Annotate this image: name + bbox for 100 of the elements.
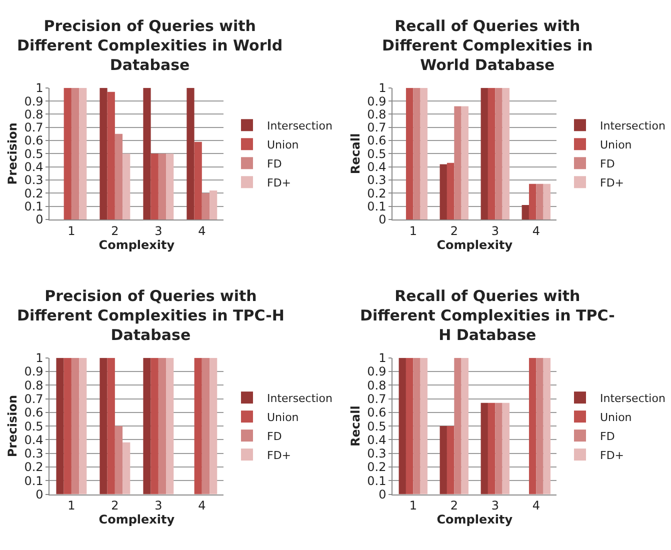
bar (536, 358, 544, 494)
legend-label: FD+ (266, 448, 292, 462)
bar (202, 193, 210, 220)
bar (502, 88, 510, 220)
bar (107, 358, 115, 494)
y-tick-label: 0.9 (367, 364, 386, 379)
bar (158, 154, 166, 220)
bar (461, 358, 469, 494)
y-axis-title: Recall (348, 133, 362, 174)
bar (528, 358, 536, 494)
legend-label: Union (600, 410, 632, 424)
bar (420, 358, 428, 494)
y-axis-title: Precision (6, 394, 20, 458)
bar (413, 88, 420, 220)
x-tick-label: 1 (409, 224, 417, 238)
bar (440, 164, 447, 220)
y-tick-label: 0.4 (24, 432, 44, 447)
bar (150, 154, 158, 220)
bar (143, 358, 151, 494)
y-tick-label: 1 (378, 81, 386, 96)
bar (143, 88, 151, 220)
bar (114, 426, 123, 494)
legend-label: Union (266, 138, 299, 152)
legend-label: FD+ (266, 176, 292, 190)
y-tick-label: 0.9 (367, 94, 386, 108)
y-tick-label: 0.6 (24, 134, 44, 148)
y-tick-label: 0 (378, 212, 386, 227)
y-tick-label: 0.7 (24, 120, 44, 135)
bar (495, 402, 502, 494)
y-tick-label: 0.7 (24, 392, 44, 406)
y-tick-label: 0.7 (367, 392, 386, 406)
chart-title: Precision of Queries with Different Complexities in TPC-H Database (17, 287, 284, 344)
y-tick-label: 0.3 (367, 173, 386, 188)
bar (79, 88, 87, 220)
y-tick-label: 0.3 (24, 173, 44, 188)
y-tick-label: 0.8 (367, 107, 386, 122)
y-tick-label: 1 (378, 351, 386, 366)
x-tick-label: 4 (198, 224, 206, 238)
x-tick-label: 1 (409, 498, 417, 513)
x-tick-label: 3 (154, 224, 162, 238)
bar (71, 358, 80, 494)
y-axis-title: Precision (6, 122, 20, 185)
y-tick-label: 0 (36, 212, 44, 227)
bar (536, 184, 544, 220)
legend-label: FD (600, 157, 615, 170)
y-tick-label: 0.4 (367, 432, 386, 447)
y-tick-label: 0.2 (24, 186, 44, 200)
bar (64, 358, 72, 494)
bar (406, 358, 414, 494)
bar (502, 402, 510, 494)
bar (194, 142, 202, 220)
x-tick-label: 4 (532, 224, 540, 238)
y-tick-label: 0.4 (367, 160, 386, 174)
bar (398, 358, 406, 494)
bar (480, 88, 488, 220)
x-axis-title: Complexity (436, 238, 513, 252)
y-tick-label: 0 (378, 487, 386, 502)
bar (495, 88, 502, 220)
y-tick-label: 1 (36, 81, 44, 96)
bar (454, 358, 462, 494)
bar (158, 358, 166, 494)
bar (64, 88, 72, 220)
bar (194, 358, 202, 494)
y-tick-label: 0.7 (367, 120, 386, 135)
legend-label: Intersection (600, 392, 666, 405)
legend-label: Intersection (600, 119, 666, 132)
bar (122, 154, 130, 220)
x-tick-label: 2 (450, 498, 458, 513)
x-tick-label: 2 (111, 224, 119, 238)
y-tick-label: 0.8 (24, 378, 44, 392)
bar (454, 106, 462, 220)
bar (202, 358, 210, 494)
y-tick-label: 0.2 (24, 460, 44, 474)
bar (71, 88, 80, 220)
bar (186, 88, 194, 220)
y-tick-label: 0.8 (367, 378, 386, 392)
y-tick-label: 0.1 (24, 199, 44, 214)
y-tick-label: 0.1 (24, 474, 44, 488)
y-tick-label: 0.6 (24, 406, 44, 420)
bar (122, 442, 130, 494)
y-tick-label: 0.5 (367, 146, 386, 161)
x-axis-title: Complexity (436, 512, 513, 527)
bar (543, 184, 551, 220)
bar (528, 184, 536, 220)
x-tick-label: 2 (450, 224, 458, 238)
legend-label: Intersection (266, 119, 332, 132)
legend-label: FD+ (600, 448, 624, 462)
y-tick-label: 0.6 (367, 134, 386, 148)
bar (488, 402, 496, 494)
x-axis-title: Complexity (98, 238, 175, 252)
chart-title: Precision of Queries with Different Complexities in World Database (17, 17, 283, 74)
x-tick-label: 2 (111, 498, 119, 513)
x-tick-label: 4 (532, 498, 540, 513)
y-tick-label: 0.8 (24, 107, 44, 122)
y-tick-label: 1 (36, 351, 44, 366)
x-tick-label: 4 (198, 498, 206, 513)
x-tick-label: 3 (491, 498, 499, 513)
y-tick-label: 0.5 (24, 419, 44, 434)
bar (446, 162, 454, 220)
bar (100, 358, 108, 494)
